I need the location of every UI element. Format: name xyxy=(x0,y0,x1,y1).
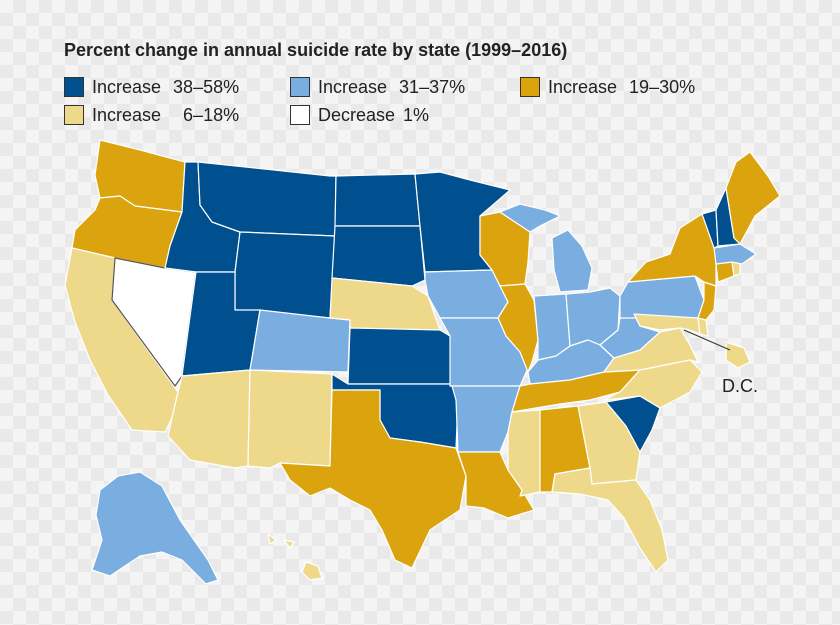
legend-label: Increase xyxy=(92,104,162,125)
state-north-dakota xyxy=(334,173,421,227)
state-new-york xyxy=(627,213,717,287)
legend-range: 1% xyxy=(403,104,430,125)
state-maine xyxy=(725,151,781,245)
legend-label: Increase xyxy=(92,76,162,97)
map-title: Percent change in annual suicide rate by… xyxy=(64,40,568,60)
state-michigan xyxy=(551,229,593,293)
legend-item-increase-38-58: Increase 38–58% xyxy=(64,74,239,100)
state-south-dakota xyxy=(331,225,426,287)
state-new-mexico xyxy=(247,369,333,469)
state-hawaii-oahu xyxy=(283,539,295,549)
legend-swatch xyxy=(290,77,310,97)
state-dc xyxy=(725,341,751,369)
state-arizona xyxy=(167,369,251,469)
state-texas xyxy=(279,389,467,569)
state-alaska xyxy=(91,471,219,585)
legend-range: 6–18% xyxy=(173,104,240,125)
state-connecticut xyxy=(715,261,735,283)
state-pennsylvania xyxy=(619,275,705,319)
state-wyoming xyxy=(234,231,336,319)
state-colorado xyxy=(249,309,351,373)
state-florida xyxy=(551,467,669,573)
legend-swatch xyxy=(290,105,310,125)
legend: Increase 38–58% Increase 31–37% Increase… xyxy=(64,74,764,134)
legend-swatch xyxy=(520,77,540,97)
dc-leader-line xyxy=(683,329,731,351)
dc-label: D.C. xyxy=(722,376,758,396)
state-north-carolina xyxy=(603,359,703,409)
legend-item-increase-31-37: Increase 31–37% xyxy=(290,74,465,100)
legend-label: Decrease xyxy=(318,104,396,125)
state-louisiana xyxy=(457,451,535,519)
state-kansas xyxy=(347,327,453,385)
legend-swatch xyxy=(64,77,84,97)
state-hawaii-big-island xyxy=(301,561,323,581)
legend-item-increase-6-18: Increase 6–18% xyxy=(64,102,239,128)
state-rhode-island xyxy=(731,261,741,277)
legend-item-decrease-1: Decrease 1% xyxy=(290,102,429,128)
legend-swatch xyxy=(64,105,84,125)
state-hawaii xyxy=(267,533,277,545)
legend-range: 38–58% xyxy=(173,76,240,97)
state-montana xyxy=(197,161,337,237)
legend-item-increase-19-30: Increase 19–30% xyxy=(520,74,695,100)
state-delaware xyxy=(697,317,709,337)
legend-range: 31–37% xyxy=(399,76,466,97)
state-massachusetts xyxy=(713,243,757,265)
legend-range: 19–30% xyxy=(629,76,696,97)
legend-label: Increase xyxy=(318,76,388,97)
state-michigan-upper xyxy=(499,203,561,233)
legend-label: Increase xyxy=(548,76,618,97)
